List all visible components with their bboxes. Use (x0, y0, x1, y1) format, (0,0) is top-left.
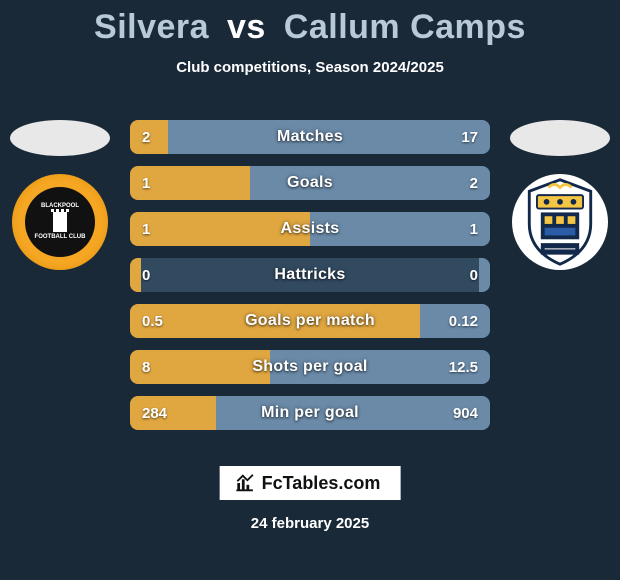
vs-separator: vs (227, 8, 266, 46)
stat-label: Goals (130, 166, 490, 200)
player2-side (500, 120, 620, 270)
comparison-title: Silvera vs Callum Camps (0, 0, 620, 47)
stat-row: 00Hattricks (130, 258, 490, 292)
stat-row: 812.5Shots per goal (130, 350, 490, 384)
stat-row: 284904Min per goal (130, 396, 490, 430)
stat-label: Goals per match (130, 304, 490, 338)
stat-row: 12Goals (130, 166, 490, 200)
player1-name: Silvera (94, 8, 209, 46)
crest-tower-icon (53, 212, 67, 232)
stat-label: Hattricks (130, 258, 490, 292)
chart-icon (234, 472, 256, 494)
subtitle: Club competitions, Season 2024/2025 (0, 59, 620, 76)
player2-club-crest (512, 174, 608, 270)
crest-blackpool: BLACKPOOL FOOTBALL CLUB (25, 187, 95, 257)
stat-label: Shots per goal (130, 350, 490, 384)
player2-photo (510, 120, 610, 156)
date-label: 24 february 2025 (0, 515, 620, 532)
stat-row: 217Matches (130, 120, 490, 154)
stat-row: 0.50.12Goals per match (130, 304, 490, 338)
watermark-text: FcTables.com (262, 473, 381, 494)
crest-stockport-icon (512, 174, 608, 270)
crest-bottom-text: FOOTBALL CLUB (35, 234, 86, 241)
player1-side: BLACKPOOL FOOTBALL CLUB (0, 120, 120, 270)
watermark: FcTables.com (220, 466, 401, 500)
stat-label: Matches (130, 120, 490, 154)
stats-table: 217Matches 12Goals 11Assists 00Hattricks 0.5… (130, 120, 490, 442)
stat-label: Min per goal (130, 396, 490, 430)
stat-label: Assists (130, 212, 490, 246)
stat-row: 11Assists (130, 212, 490, 246)
player1-photo (10, 120, 110, 156)
player2-name: Callum Camps (284, 8, 526, 46)
player1-club-crest: BLACKPOOL FOOTBALL CLUB (12, 174, 108, 270)
